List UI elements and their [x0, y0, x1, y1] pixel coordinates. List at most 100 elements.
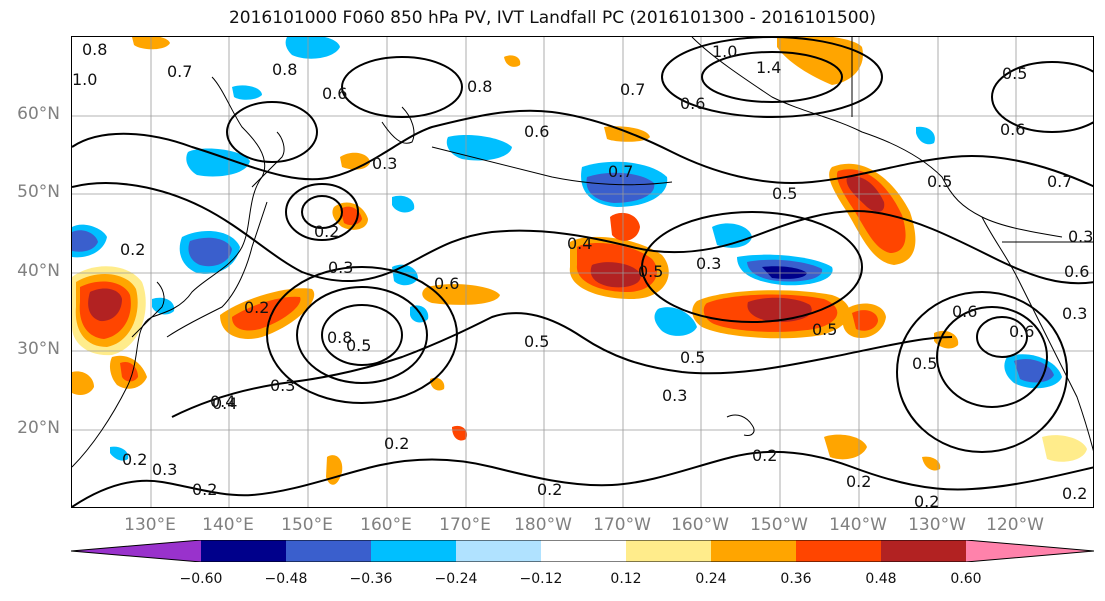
contour-ring [301, 195, 343, 229]
coastline-japan-north [251, 131, 285, 188]
contour-label: 0.2 [122, 450, 147, 469]
shaded-region-cool [654, 307, 697, 336]
colorbar-tick: −0.24 [434, 571, 478, 587]
contour-label: 0.3 [1068, 227, 1093, 246]
contour-label: 0.2 [1062, 484, 1087, 503]
contour-label: 0.6 [1000, 120, 1025, 139]
contour-label: 0.3 [1062, 304, 1087, 323]
contour-label: 0.5 [346, 336, 371, 355]
lon-label-120w: 120°W [986, 515, 1044, 535]
contour-label: 0.6 [1009, 322, 1034, 341]
shaded-region-warm [1042, 435, 1087, 462]
contour-label: 0.3 [270, 376, 295, 395]
contour-label: 0.5 [812, 320, 837, 339]
coastline-north-america [981, 216, 1093, 452]
contours [72, 37, 1093, 507]
coastline-korea [131, 281, 165, 338]
coastline-japan [166, 201, 268, 338]
contour-line [171, 312, 953, 418]
contour-label: 0.4 [212, 394, 237, 413]
contour-label: 0.2 [537, 480, 562, 499]
shaded-region-warm [604, 126, 650, 142]
contour-label: 0.2 [120, 240, 145, 259]
shaded-region-warm [922, 456, 941, 471]
lat-label-40n: 40°N [17, 261, 60, 281]
shaded-region-cool [188, 237, 232, 267]
lat-label-30n: 30°N [17, 339, 60, 359]
shaded-region-warm [504, 55, 521, 67]
lon-label-170e: 170°E [439, 515, 491, 535]
contour-ring [896, 291, 1068, 453]
colorbar-tick: 0.36 [780, 571, 812, 587]
colorbar-tick: 0.12 [610, 571, 642, 587]
contour-label: 0.3 [152, 460, 177, 479]
colorbar-segment [456, 540, 541, 562]
lon-label-170w: 170°W [593, 515, 651, 535]
contour-label: 0.2 [244, 298, 269, 317]
contour-label: 0.3 [328, 258, 353, 277]
contour-label: 0.7 [167, 62, 192, 81]
contour-label: 0.6 [524, 122, 549, 141]
colorbar-tick: −0.36 [349, 571, 393, 587]
contour-ring [641, 211, 863, 323]
contour-ring [701, 51, 843, 103]
contour-label: 0.6 [322, 84, 347, 103]
contour-label: 0.5 [772, 184, 797, 203]
shaded-region-cool [285, 37, 340, 59]
colorbar-extend-high [966, 540, 1094, 562]
shaded-region-warm [610, 212, 640, 241]
colorbar-tick: 0.60 [950, 571, 982, 587]
contour-label: 0.7 [620, 80, 645, 99]
contour-label: 0.5 [927, 172, 952, 191]
contour-label: 1.0 [712, 42, 737, 61]
colorbar-tick: −0.48 [264, 571, 308, 587]
contour-ring [266, 266, 458, 404]
colorbar-tick: 0.24 [695, 571, 727, 587]
contour-label: 0.2 [752, 446, 777, 465]
contour-ring [991, 61, 1093, 133]
contour-label: 0.2 [914, 492, 939, 508]
colorbar-segment [541, 540, 626, 562]
shaded-region-cool [392, 195, 415, 213]
contour-label: 0.2 [846, 472, 871, 491]
contour-label: 0.6 [952, 302, 977, 321]
map-panel: 0.8 1.0 0.7 0.8 0.6 0.8 1.0 1.4 0.7 0.6 … [71, 36, 1094, 508]
contour-label: 0.3 [372, 154, 397, 173]
contour-label: 0.8 [82, 40, 107, 59]
shaded-region-cool [186, 148, 250, 177]
contour-label: 0.5 [912, 354, 937, 373]
lat-label-20n: 20°N [17, 418, 60, 438]
contour-label: 0.5 [1002, 64, 1027, 83]
map-plot: 0.8 1.0 0.7 0.8 0.6 0.8 1.0 1.4 0.7 0.6 … [72, 37, 1093, 508]
contour-ring [226, 101, 318, 163]
lat-label-60n: 60°N [17, 104, 60, 124]
coastlines [72, 37, 1093, 468]
shaded-region-warm [422, 284, 500, 305]
lon-label-140w: 140°W [829, 515, 887, 535]
shaded-region-cool [152, 297, 175, 315]
lon-label-160w: 160°W [671, 515, 729, 535]
shaded-region-cool [916, 126, 935, 145]
shaded-region-cool [762, 266, 807, 279]
contour-label: 0.5 [524, 332, 549, 351]
shaded-region-warm [747, 297, 812, 322]
shaded-region-cool [446, 135, 512, 161]
contour-label: 0.7 [608, 162, 633, 181]
lon-label-150e: 150°E [281, 515, 333, 535]
colorbar-segment [371, 540, 456, 562]
coastline-aleutians [431, 146, 673, 186]
contour-label: 0.2 [314, 222, 339, 241]
contour-label: 0.2 [192, 480, 217, 499]
contour-label: 0.3 [662, 386, 687, 405]
lon-label-180w: 180°W [514, 515, 572, 535]
contour-label: 0.5 [680, 348, 705, 367]
shaded-region-warm [340, 152, 370, 170]
shaded-region-warm [777, 37, 863, 85]
contour-ring [285, 183, 359, 241]
contour-label: 0.3 [696, 254, 721, 273]
contour-ring [976, 316, 1028, 358]
shaded-region-warm [326, 455, 343, 485]
contour-line [72, 450, 1093, 507]
contour-label: 0.4 [567, 234, 592, 253]
shaded-region-warm [934, 330, 959, 349]
